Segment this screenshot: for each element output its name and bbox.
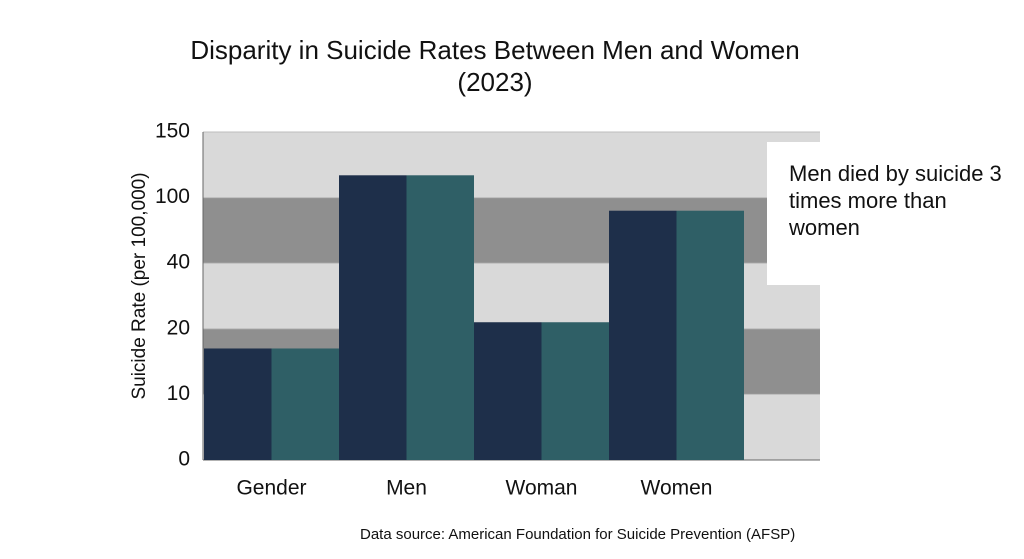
y-tick-label: 10 (167, 382, 190, 405)
chart-title: Disparity in Suicide Rates Between Men a… (190, 35, 800, 97)
y-tick-label: 20 (167, 316, 190, 339)
bar (609, 210, 677, 460)
y-axis-label: Suicide Rate (per 100,000) (129, 172, 150, 399)
y-tick-label: 100 (155, 185, 190, 208)
bar (406, 175, 474, 460)
x-tick-label: Women (641, 477, 713, 500)
annotation: Men died by suicide 3 times more than wo… (767, 142, 1020, 285)
bar (676, 210, 744, 460)
x-tick-label: Woman (506, 477, 578, 500)
bar (204, 348, 272, 460)
x-tick-label: Men (386, 477, 427, 500)
y-tick-label: 40 (167, 251, 190, 274)
bar (541, 322, 609, 460)
y-tick-label: 0 (178, 448, 190, 471)
x-tick-label: Gender (236, 477, 306, 500)
y-tick-label: 150 (155, 120, 190, 143)
bar (474, 322, 542, 460)
bar (271, 348, 339, 460)
source-note: Data source: American Foundation for Sui… (360, 526, 796, 543)
bar (339, 175, 407, 460)
